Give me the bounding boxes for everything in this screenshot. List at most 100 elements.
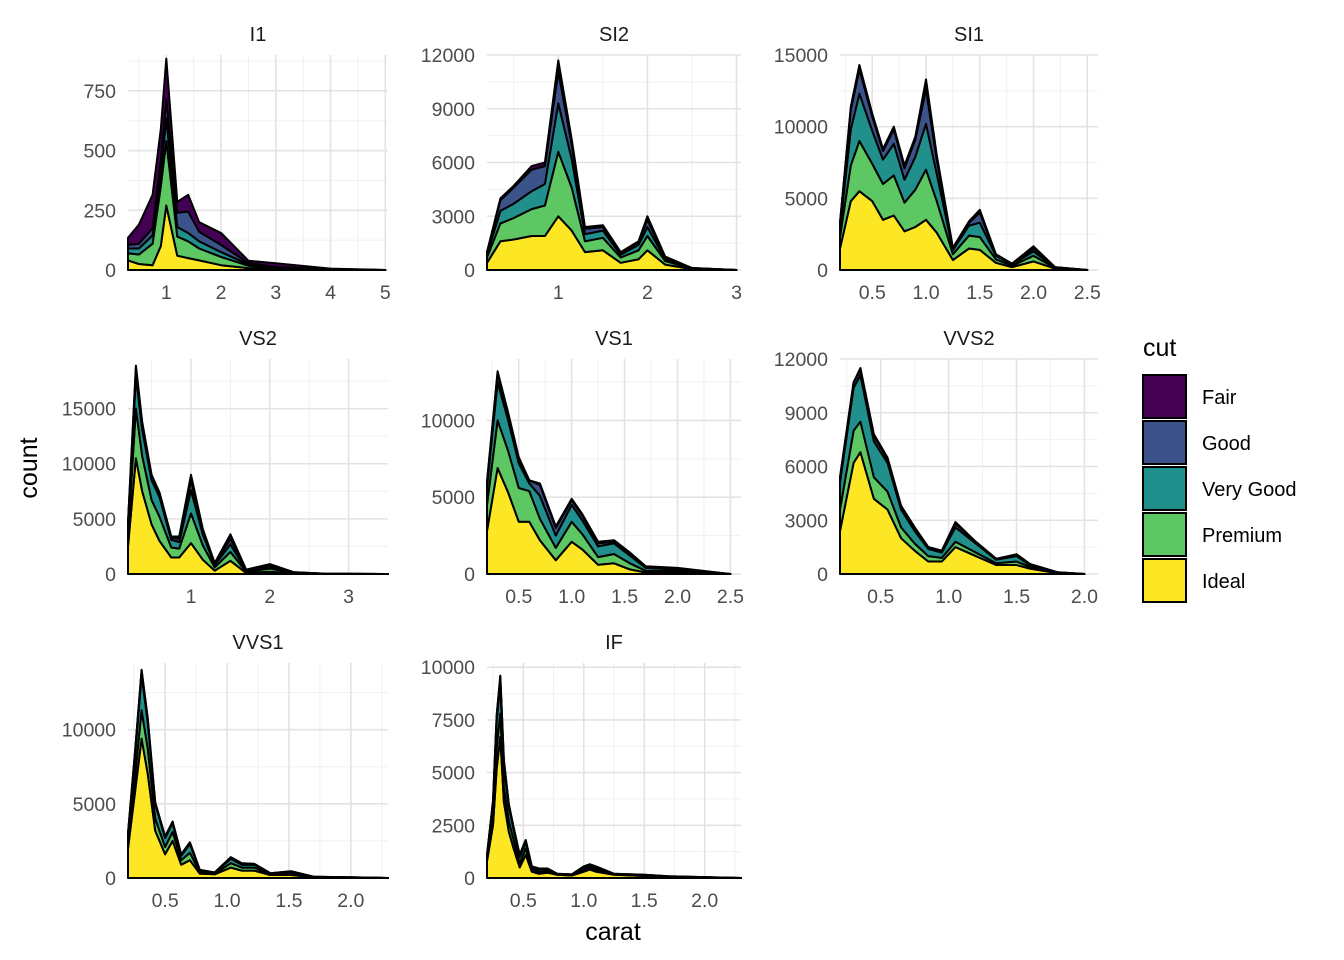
y-tick-label: 250 bbox=[83, 200, 116, 222]
y-tick-label: 6000 bbox=[432, 153, 476, 175]
y-tick-label: 10000 bbox=[421, 657, 475, 679]
x-tick-label: 3 bbox=[731, 282, 742, 304]
x-tick-label: 2 bbox=[216, 282, 227, 304]
x-tick-label: 1.5 bbox=[631, 890, 658, 912]
x-tick-label: 2.0 bbox=[337, 890, 364, 912]
facet-title: VVS1 bbox=[232, 632, 283, 654]
y-tick-label: 10000 bbox=[774, 117, 828, 139]
area-fair bbox=[839, 367, 1086, 575]
y-tick-label: 5000 bbox=[73, 794, 117, 816]
x-tick-label: 2.0 bbox=[1071, 586, 1098, 608]
x-tick-label: 5 bbox=[380, 282, 391, 304]
y-tick-label: 0 bbox=[105, 260, 116, 282]
legend-key bbox=[1142, 374, 1187, 419]
y-tick-label: 0 bbox=[105, 868, 116, 890]
area-fair bbox=[127, 364, 389, 575]
legend-key bbox=[1142, 558, 1187, 603]
y-tick-label: 15000 bbox=[774, 45, 828, 67]
facet-title: SI1 bbox=[954, 24, 984, 46]
y-tick-label: 3000 bbox=[785, 510, 829, 532]
y-tick-label: 10000 bbox=[62, 454, 116, 476]
area-fair bbox=[486, 370, 732, 575]
x-tick-label: 1 bbox=[186, 586, 197, 608]
x-tick-label: 1.0 bbox=[912, 282, 939, 304]
x-tick-label: 1 bbox=[161, 282, 172, 304]
x-tick-label: 1 bbox=[553, 282, 564, 304]
facet-panel: SI2 1 2 3 0 3000 6000 9000 12000 bbox=[421, 24, 742, 304]
facet-panel: I1 1 2 3 4 5 0 250 500 750 bbox=[83, 24, 390, 304]
x-tick-label: 1.5 bbox=[1003, 586, 1030, 608]
legend-label: Fair bbox=[1202, 387, 1237, 409]
area-fair bbox=[127, 668, 389, 879]
facet-panel: VVS2 0.5 1.0 1.5 2.0 0 3000 6000 9000 12000 bbox=[774, 328, 1098, 608]
facet-panel: VS1 0.5 1.0 1.5 2.0 2.5 0 5000 10000 bbox=[421, 328, 744, 608]
facet-title: IF bbox=[605, 632, 623, 654]
x-tick-label: 2 bbox=[264, 586, 275, 608]
y-tick-label: 6000 bbox=[785, 457, 829, 479]
x-tick-label: 1.5 bbox=[611, 586, 638, 608]
y-tick-label: 5000 bbox=[432, 763, 476, 785]
y-tick-label: 15000 bbox=[62, 399, 116, 421]
y-tick-label: 0 bbox=[817, 564, 828, 586]
legend-label: Very Good bbox=[1202, 479, 1297, 501]
area-fair bbox=[127, 57, 387, 271]
facet-title: SI2 bbox=[599, 24, 629, 46]
facet-panel: IF 0.5 1.0 1.5 2.0 0 2500 5000 7500 10000 bbox=[421, 632, 742, 912]
y-tick-label: 2500 bbox=[432, 815, 476, 837]
area-fair bbox=[486, 59, 738, 271]
y-tick-label: 3000 bbox=[432, 206, 476, 228]
legend-key bbox=[1142, 466, 1187, 511]
y-tick-label: 10000 bbox=[62, 720, 116, 742]
area-ideal bbox=[127, 204, 387, 271]
x-tick-label: 2.0 bbox=[691, 890, 718, 912]
y-axis-title: count bbox=[15, 437, 43, 498]
y-tick-label: 9000 bbox=[432, 99, 476, 121]
facet-panel: VS2 1 2 3 0 5000 10000 15000 bbox=[62, 328, 389, 608]
y-tick-label: 5000 bbox=[785, 188, 829, 210]
x-tick-label: 3 bbox=[343, 586, 354, 608]
y-tick-label: 12000 bbox=[421, 45, 475, 67]
y-tick-label: 9000 bbox=[785, 403, 829, 425]
legend-label: Good bbox=[1202, 433, 1251, 455]
x-tick-label: 2.5 bbox=[1074, 282, 1101, 304]
y-tick-label: 10000 bbox=[421, 410, 475, 432]
legend-label: Ideal bbox=[1202, 571, 1245, 593]
x-tick-label: 0.5 bbox=[859, 282, 886, 304]
x-tick-label: 1.0 bbox=[570, 890, 597, 912]
x-tick-label: 1.0 bbox=[213, 890, 240, 912]
y-tick-label: 500 bbox=[83, 141, 116, 163]
x-tick-label: 3 bbox=[270, 282, 281, 304]
x-tick-label: 0.5 bbox=[152, 890, 179, 912]
x-tick-label: 1.5 bbox=[275, 890, 302, 912]
x-tick-label: 2 bbox=[642, 282, 653, 304]
x-axis-title: carat bbox=[585, 918, 641, 946]
facet-title: VVS2 bbox=[943, 328, 994, 350]
x-tick-label: 1.0 bbox=[935, 586, 962, 608]
x-tick-label: 1.5 bbox=[966, 282, 993, 304]
x-tick-label: 0.5 bbox=[867, 586, 894, 608]
facet-panel: SI1 0.5 1.0 1.5 2.0 2.5 0 5000 10000 15000 bbox=[774, 24, 1101, 304]
y-tick-label: 0 bbox=[464, 564, 475, 586]
y-tick-label: 7500 bbox=[432, 710, 476, 732]
y-tick-label: 0 bbox=[464, 868, 475, 890]
facet-title: VS2 bbox=[239, 328, 277, 350]
y-tick-label: 5000 bbox=[73, 509, 117, 531]
y-tick-label: 12000 bbox=[774, 349, 828, 371]
y-tick-label: 0 bbox=[464, 260, 475, 282]
x-tick-label: 2.0 bbox=[1020, 282, 1047, 304]
legend-label: Premium bbox=[1202, 525, 1282, 547]
x-tick-label: 1.0 bbox=[558, 586, 585, 608]
y-tick-label: 0 bbox=[817, 260, 828, 282]
legend-key bbox=[1142, 512, 1187, 557]
y-tick-label: 750 bbox=[83, 81, 116, 103]
x-tick-label: 0.5 bbox=[505, 586, 532, 608]
y-tick-label: 0 bbox=[105, 564, 116, 586]
facet-title: I1 bbox=[250, 24, 267, 46]
legend-title: cut bbox=[1143, 334, 1176, 362]
legend: cut Fair Good Very Good Premium Ideal bbox=[1142, 334, 1297, 603]
x-tick-label: 2.5 bbox=[717, 586, 744, 608]
y-tick-label: 5000 bbox=[432, 487, 476, 509]
x-tick-label: 4 bbox=[325, 282, 336, 304]
facet-panel: VVS1 0.5 1.0 1.5 2.0 0 5000 10000 bbox=[62, 632, 389, 912]
